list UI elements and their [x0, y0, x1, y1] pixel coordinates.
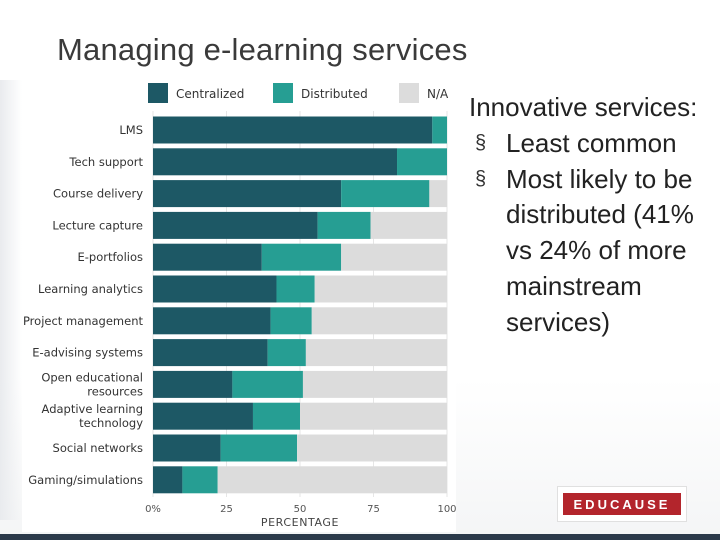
bar-2-9: [300, 402, 447, 430]
bar-1-11: [182, 466, 218, 494]
x-tick-label-3: 75: [367, 504, 380, 515]
bullet-main: Innovative services:: [469, 92, 698, 122]
bar-0-10: [153, 434, 221, 462]
bar-1-7: [267, 339, 306, 367]
bar-2-2: [429, 180, 447, 208]
bar-2-4: [341, 243, 447, 271]
bar-0-8: [153, 370, 233, 398]
bar-1-4: [261, 243, 342, 271]
bar-1-6: [270, 307, 312, 335]
bar-0-5: [153, 275, 277, 303]
bar-1-8: [232, 370, 303, 398]
bullet-marker-icon: §: [475, 167, 487, 190]
category-label-6: Project management: [23, 314, 144, 328]
x-tick-label-4: 100: [437, 504, 456, 515]
x-tick-label-0: 0%: [145, 504, 161, 515]
bar-0-7: [153, 339, 268, 367]
category-label-4: E-portfolios: [78, 250, 144, 264]
legend-label-2: N/A: [427, 87, 449, 101]
category-label-1: Tech support: [68, 155, 143, 169]
category-label-7: E-advising systems: [32, 346, 143, 360]
category-label-10: Social networks: [53, 441, 143, 455]
x-tick-label-2: 50: [294, 504, 307, 515]
legend-swatch-0: [148, 83, 168, 103]
bar-1-9: [252, 402, 300, 430]
legend-label-0: Centralized: [176, 87, 244, 101]
bar-1-3: [317, 211, 371, 239]
bar-0-1: [153, 148, 398, 176]
category-label-2: Course delivery: [53, 187, 143, 201]
bar-0-3: [153, 211, 318, 239]
category-label-5: Learning analytics: [38, 282, 143, 296]
bar-2-11: [217, 466, 447, 494]
bar-0-9: [153, 402, 253, 430]
bullet-sub-text: Most likely to be distributed (41% vs 24…: [506, 163, 694, 337]
category-label-11: Gaming/simulations: [28, 473, 143, 487]
bar-1-2: [341, 180, 430, 208]
bullet-sub-least-common: § Least common: [469, 126, 709, 162]
bar-0-4: [153, 243, 262, 271]
educause-logo: EDUCAUSE: [557, 486, 687, 522]
bullet-list: Innovative services: § Least common § Mo…: [469, 90, 709, 341]
logo-text: EDUCAUSE: [563, 493, 681, 515]
category-label-9: Adaptive learning technology: [42, 402, 144, 430]
stacked-bar-chart: Centralized Distributed N/A LMS Tech support…: [23, 83, 456, 529]
legend-swatch-1: [273, 83, 293, 103]
x-tick-label-1: 25: [220, 504, 233, 515]
bar-2-10: [297, 434, 447, 462]
legend-swatch-2: [399, 83, 419, 103]
bar-1-1: [397, 148, 447, 176]
category-label-3: Lecture capture: [52, 218, 143, 232]
left-decorative-fade: [0, 80, 22, 520]
bullet-marker-icon: §: [475, 131, 487, 154]
category-label-0: LMS: [119, 123, 143, 137]
chart-panel: Centralized Distributed N/A LMS Tech support…: [22, 77, 456, 532]
bar-0-6: [153, 307, 271, 335]
slide-title: Managing e-learning services: [57, 32, 468, 67]
bar-2-8: [302, 370, 447, 398]
bottom-bar: [0, 534, 720, 540]
bar-1-0: [432, 116, 447, 144]
bar-2-6: [311, 307, 447, 335]
bar-1-10: [220, 434, 298, 462]
bar-1-5: [276, 275, 315, 303]
bar-2-5: [314, 275, 447, 303]
bullet-sub-distributed: § Most likely to be distributed (41% vs …: [469, 162, 709, 341]
bar-2-7: [305, 339, 447, 367]
bar-0-2: [153, 180, 342, 208]
x-axis-label: PERCENTAGE: [261, 516, 339, 529]
bar-0-11: [153, 466, 183, 494]
category-label-8: Open educational resources: [41, 370, 143, 398]
legend-label-1: Distributed: [301, 87, 368, 101]
bullet-sub-text: Least common: [506, 127, 677, 158]
bar-0-0: [153, 116, 433, 144]
bar-2-3: [370, 211, 447, 239]
